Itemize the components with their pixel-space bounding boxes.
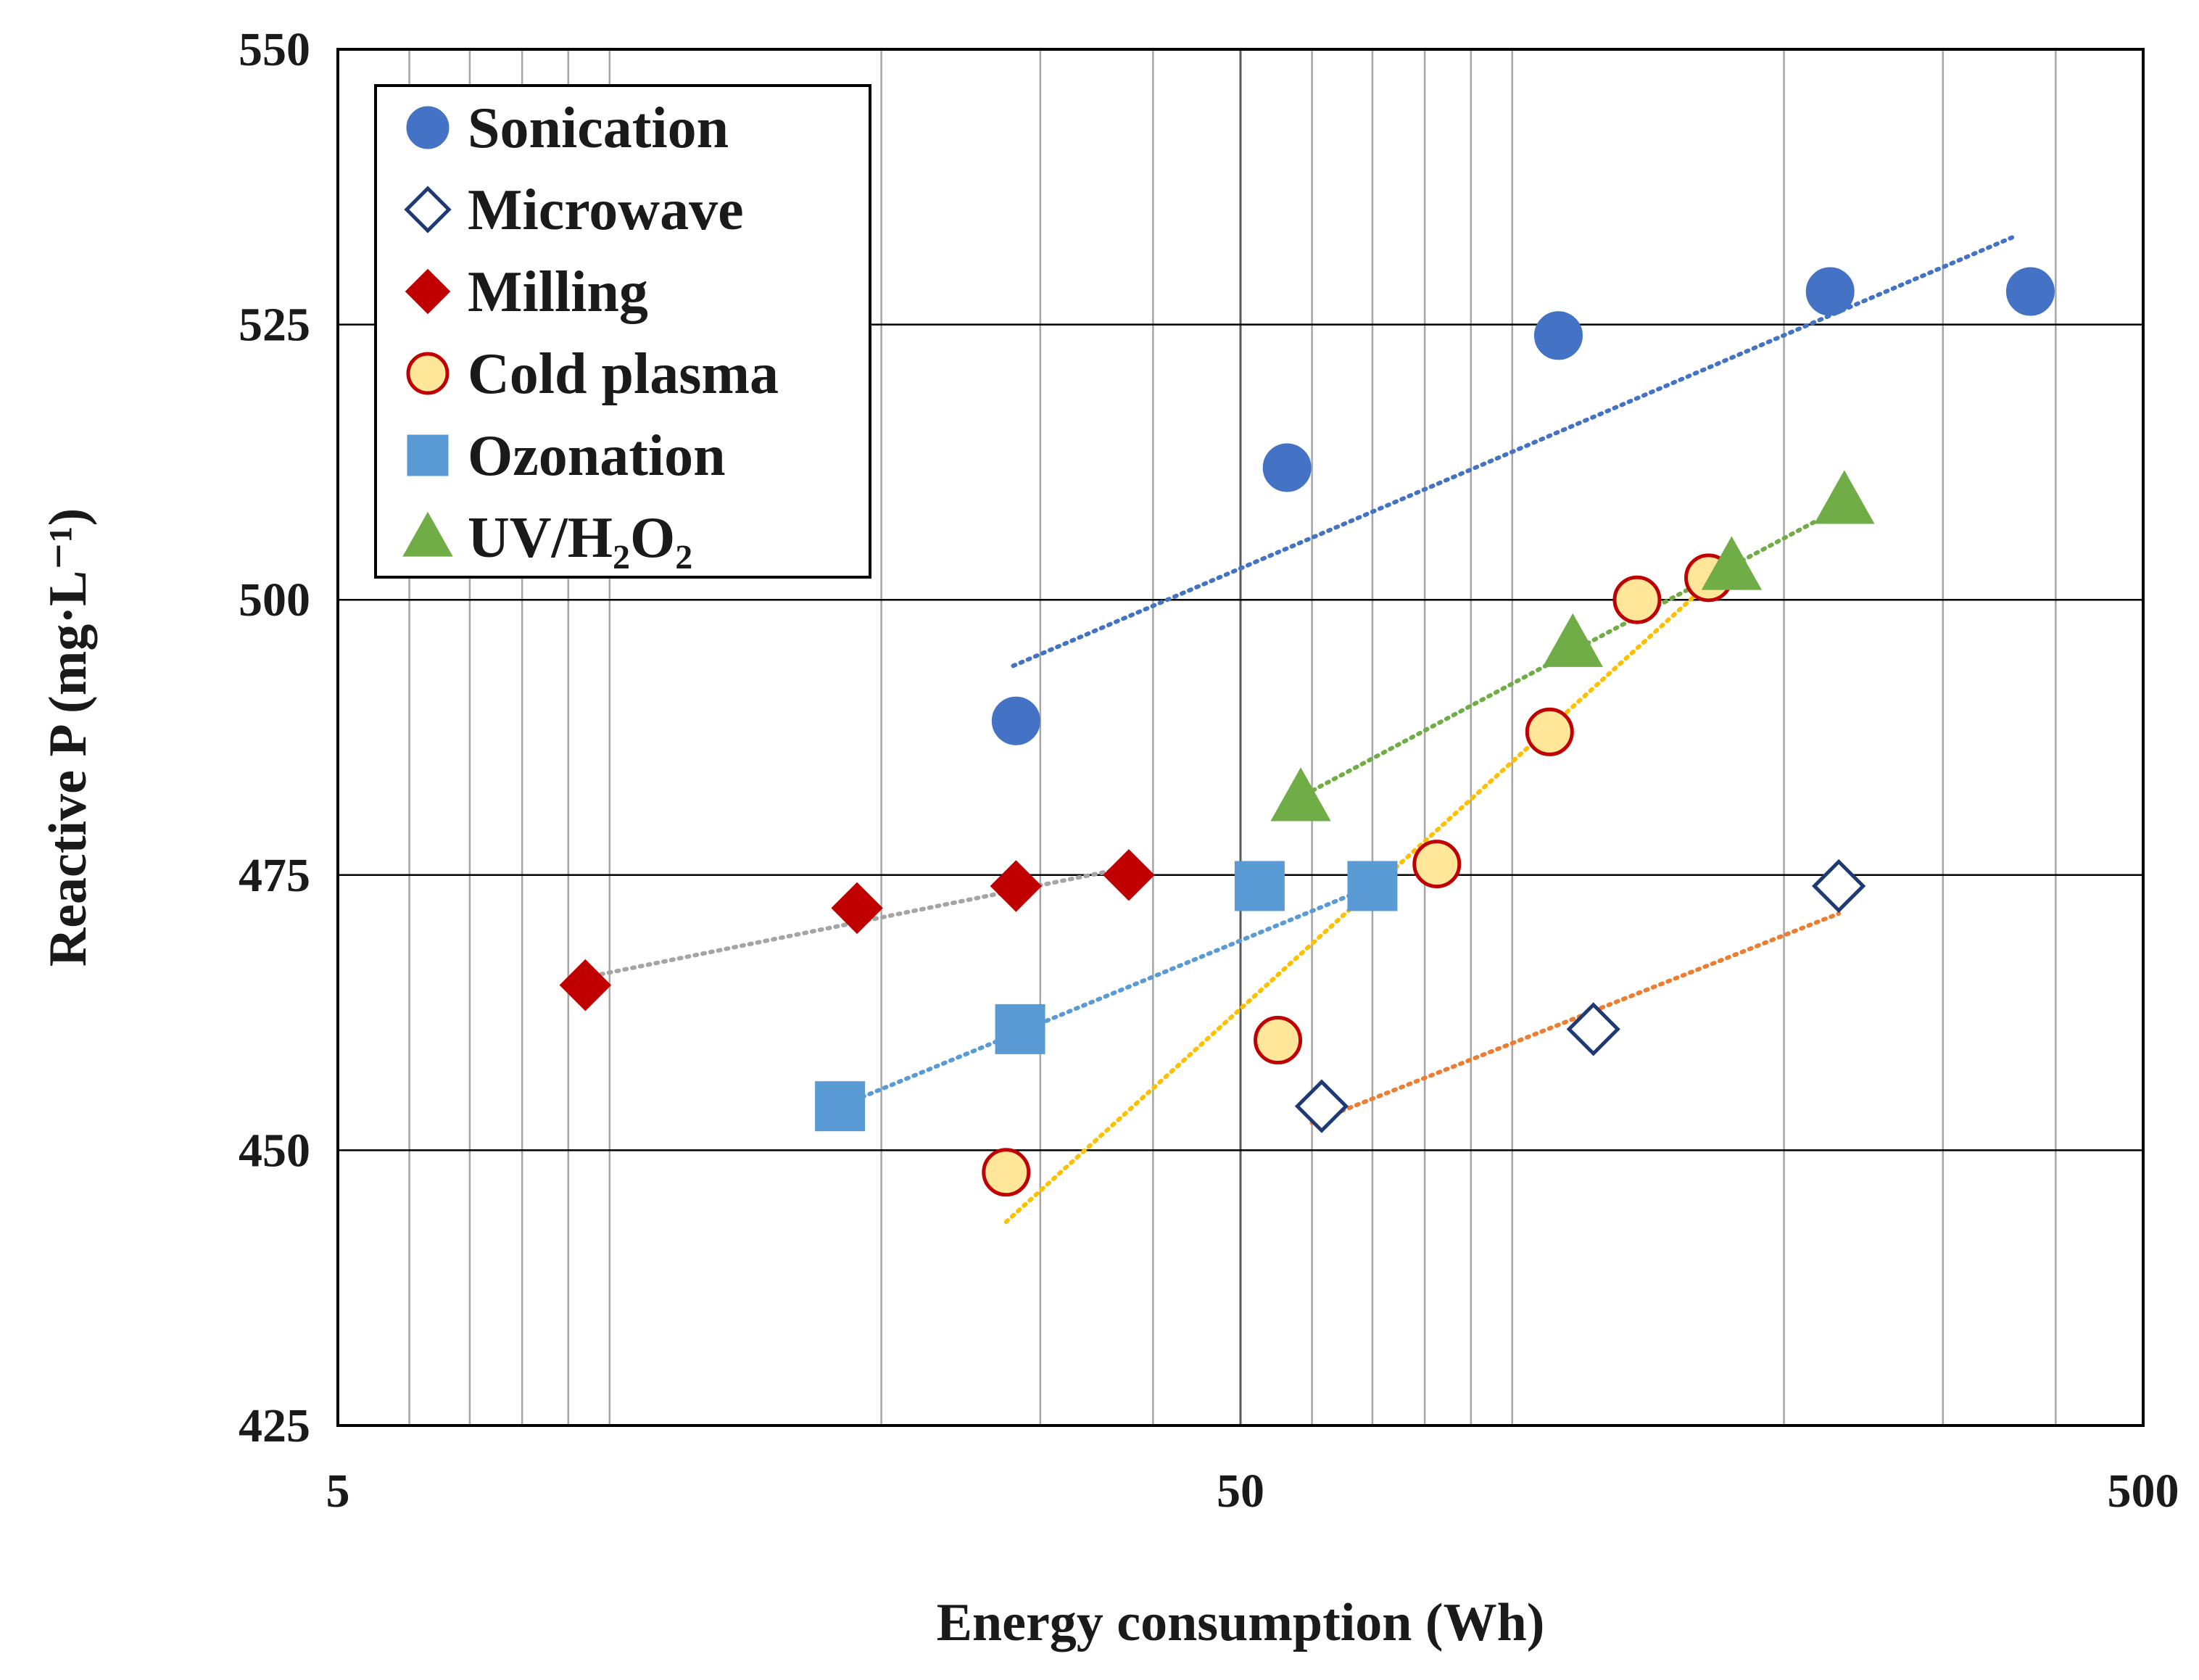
data-point	[1805, 267, 1855, 316]
legend-label: Milling	[468, 260, 648, 324]
y-tick-label: 425	[239, 1399, 310, 1452]
minor-gridlines	[408, 49, 2057, 1425]
data-point	[991, 696, 1040, 745]
legend-marker	[406, 106, 450, 149]
data-point	[1412, 840, 1462, 889]
data-point	[1814, 470, 1875, 524]
x-tick-label: 5	[326, 1465, 350, 1518]
legend-label: Ozonation	[468, 424, 726, 488]
data-point	[1234, 861, 1285, 911]
data-point	[815, 1081, 866, 1132]
legend-label: UV/H₂O₂	[468, 506, 692, 570]
legend-marker	[406, 352, 450, 395]
legend-marker	[405, 268, 451, 315]
data-point	[1542, 613, 1603, 667]
legend-box	[374, 84, 871, 579]
legend-marker	[407, 434, 449, 476]
legend-label: Microwave	[468, 178, 744, 242]
y-tick-label: 500	[239, 574, 310, 626]
y-tick-label: 450	[239, 1124, 310, 1177]
data-point	[1262, 443, 1312, 492]
x-tick-label: 500	[2108, 1465, 2179, 1518]
data-point	[1254, 1016, 1303, 1065]
data-point	[1347, 861, 1398, 911]
y-tick-label: 475	[239, 849, 310, 902]
data-point	[1811, 858, 1866, 914]
data-point	[1270, 767, 1331, 822]
x-tick-label: 50	[1217, 1465, 1264, 1518]
data-point	[982, 1148, 1031, 1197]
data-point	[1525, 707, 1574, 756]
data-point	[2005, 267, 2055, 316]
legend-label: Sonication	[468, 96, 729, 160]
data-point	[1103, 849, 1155, 901]
data-point	[1294, 1079, 1349, 1133]
y-axis-title: Reactive P (mg·L⁻¹)	[38, 508, 98, 967]
data-point	[831, 882, 883, 935]
y-tick-labels: 425 450 475 500 525 550	[239, 23, 310, 1452]
trendline	[1011, 234, 2017, 669]
trendline	[1309, 911, 1842, 1125]
data-point	[990, 860, 1043, 912]
data-point	[995, 1004, 1045, 1054]
x-tick-labels: 5 50 500	[326, 1465, 2179, 1518]
x-axis-title: Energy consumption (Wh)	[937, 1593, 1545, 1652]
legend-marker	[404, 186, 452, 233]
y-tick-label: 525	[239, 299, 310, 352]
trendline	[837, 883, 1375, 1109]
plot-frame	[336, 48, 2145, 1427]
legend: Sonication Microwave Milling Cold plasma Ozo…	[374, 84, 871, 579]
data-point	[1701, 536, 1763, 590]
data-point	[1533, 311, 1583, 360]
y-tick-label: 550	[239, 23, 310, 76]
data-points	[559, 267, 2055, 1197]
data-point	[1612, 575, 1662, 624]
data-point	[1566, 1002, 1620, 1056]
legend-label: Cold plasma	[468, 342, 779, 406]
legend-marker	[402, 511, 453, 557]
data-point	[559, 959, 612, 1011]
